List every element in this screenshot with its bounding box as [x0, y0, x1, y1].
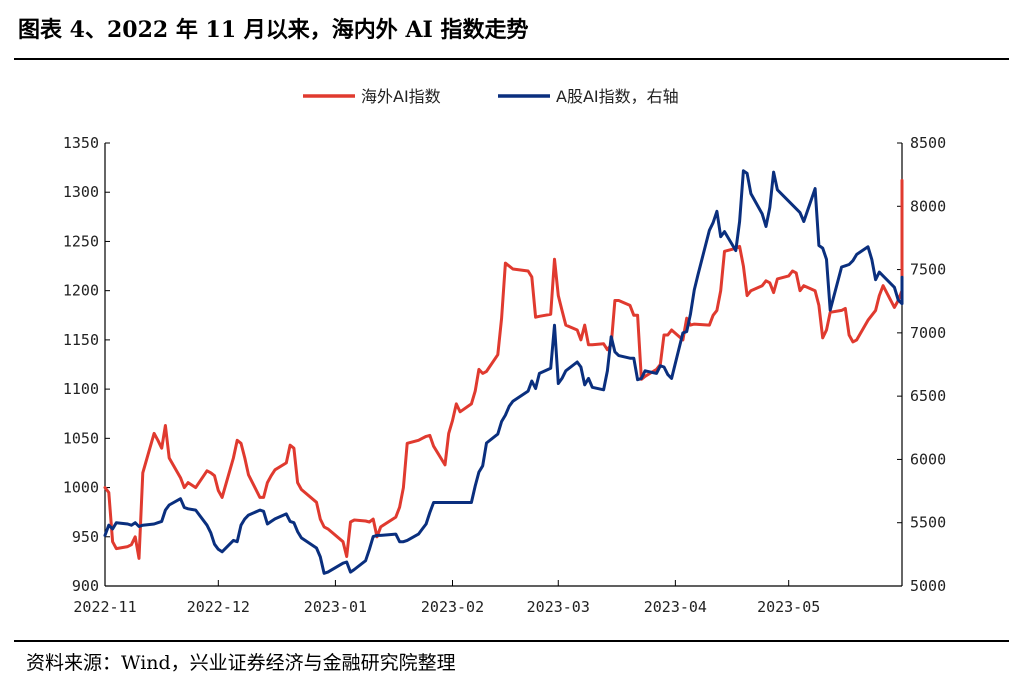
x-tick-label: 2023-05	[757, 598, 820, 616]
series-line-1	[103, 178, 904, 560]
left-tick-label: 1100	[63, 380, 99, 398]
x-tick-label: 2022-12	[187, 598, 250, 616]
series-line-2	[103, 169, 904, 575]
right-tick-label: 6500	[910, 387, 946, 405]
chart-series	[103, 169, 904, 575]
x-tick-label: 2023-02	[421, 598, 484, 616]
chart-legend: 海外AI指数 A股AI指数，右轴	[303, 87, 679, 106]
source-note: 资料来源：Wind，兴业证券经济与金融研究院整理	[26, 652, 456, 674]
left-tick-label: 950	[72, 528, 99, 546]
right-tick-label: 5000	[910, 577, 946, 595]
right-tick-label: 7000	[910, 324, 946, 342]
title-rule	[14, 58, 1009, 60]
x-tick-label: 2023-03	[527, 598, 590, 616]
right-tick-label: 5500	[910, 514, 946, 532]
left-tick-label: 1350	[63, 134, 99, 152]
right-tick-label: 6000	[910, 450, 946, 468]
source-rule	[14, 640, 1009, 642]
left-tick-label: 1150	[63, 331, 99, 349]
left-tick-label: 1200	[63, 282, 99, 300]
left-tick-label: 900	[72, 577, 99, 595]
right-tick-label: 7500	[910, 261, 946, 279]
x-tick-label: 2022-11	[73, 598, 136, 616]
left-tick-label: 1300	[63, 183, 99, 201]
right-tick-label: 8500	[910, 134, 946, 152]
x-tick-label: 2023-04	[644, 598, 707, 616]
left-tick-label: 1000	[63, 479, 99, 497]
figure-title: 图表 4、2022 年 11 月以来，海内外 AI 指数走势	[18, 17, 529, 43]
right-tick-label: 8000	[910, 197, 946, 215]
legend-label-1: 海外AI指数	[361, 87, 441, 106]
x-tick-label: 2023-01	[304, 598, 367, 616]
left-tick-label: 1050	[63, 429, 99, 447]
chart-ticks: 900 950 1000 1050 1100 1150 1200 1250 1300 1350 50…	[63, 134, 946, 616]
left-tick-label: 1250	[63, 232, 99, 250]
line-chart: 900 950 1000 1050 1100 1150 1200 1250 1300 1350 50…	[63, 87, 946, 616]
legend-label-2: A股AI指数，右轴	[556, 87, 679, 106]
chart-axes	[104, 143, 903, 587]
